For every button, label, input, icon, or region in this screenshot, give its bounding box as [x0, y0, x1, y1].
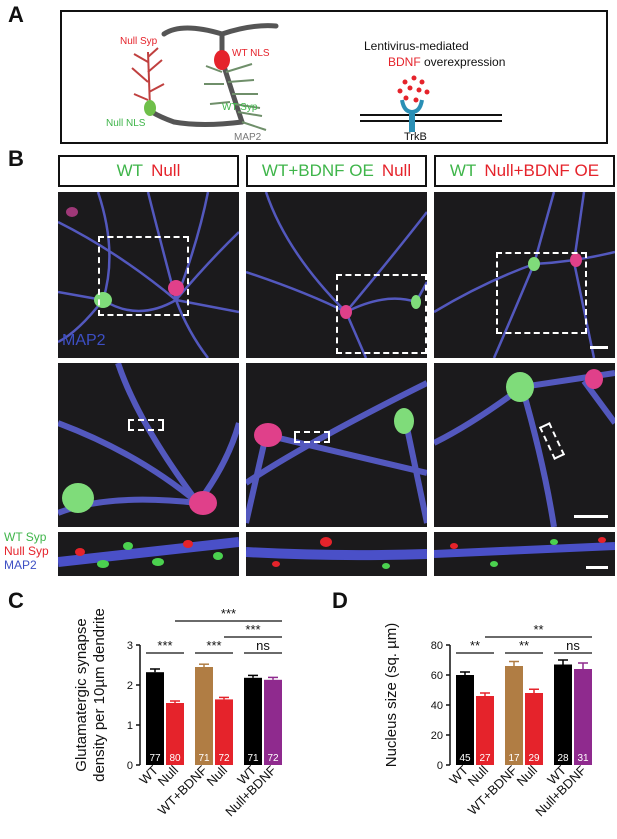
dendrite-strip-col1	[58, 532, 239, 576]
dendrite-strip-col3	[434, 532, 615, 576]
n-label: 28	[557, 753, 569, 764]
significance-label: ***	[245, 622, 260, 637]
n-label: 72	[267, 753, 279, 764]
bar	[244, 677, 262, 765]
lentivirus-label: Lentivirus-mediated	[364, 39, 469, 53]
header-col3-red: Null+BDNF OE	[484, 161, 600, 180]
zoom-box-row1-col3	[496, 252, 587, 334]
header-col2-red: Null	[381, 161, 412, 180]
y-tick-label: 0	[127, 760, 133, 772]
scale-bar-row2	[574, 515, 608, 518]
n-label: 17	[508, 753, 520, 764]
significance-label: **	[470, 638, 480, 653]
micrograph-row2-col3	[434, 363, 615, 527]
schematic-frame: Null Syp WT NLS WT Syp Null NLS MAP2 Len…	[60, 10, 608, 144]
trkb-label: TrkB	[404, 131, 427, 142]
synapse-density-chart: Glutamatergic synapse density per 10µm de…	[73, 606, 282, 819]
panel-label-d: D	[332, 588, 348, 613]
wt-syp-label: WT Syp	[222, 102, 258, 113]
header-col3-green: WT	[449, 161, 477, 180]
y-axis-label: density per 10µm dendrite	[91, 608, 108, 782]
scale-bar-row1	[590, 346, 608, 349]
null-syp-label: Null Syp	[120, 36, 158, 47]
bdnf-overexpression-label: BDNF overexpression	[388, 55, 505, 69]
bar	[476, 696, 494, 765]
zoom-box-row2-col1	[128, 419, 164, 431]
micrograph-row2-col1	[58, 363, 239, 527]
scale-bar-row3	[586, 566, 608, 569]
null-nls-label: Null NLS	[106, 118, 146, 129]
n-label: 71	[247, 753, 259, 764]
bdnf-label: BDNF	[388, 55, 421, 69]
x-tick-label: Null	[514, 762, 541, 789]
header-col1-green: WT	[116, 161, 144, 180]
n-label: 72	[218, 753, 230, 764]
zoom-box-row1-col1	[98, 236, 189, 316]
bar	[264, 679, 282, 765]
map2-micro-label: MAP2	[62, 332, 106, 349]
bar	[456, 675, 474, 765]
bar	[146, 672, 164, 765]
n-label: 80	[169, 753, 181, 764]
bar	[195, 667, 213, 765]
map2-schematic-label: MAP2	[234, 132, 262, 142]
n-label: 29	[528, 753, 540, 764]
y-tick-label: 40	[431, 700, 443, 712]
panel-label-c: C	[8, 588, 24, 613]
header-col2-green: WT+BDNF OE	[261, 161, 374, 180]
y-axis-label: Nucleus size (sq. µm)	[383, 623, 400, 768]
panel-label-b: B	[8, 146, 24, 171]
significance-label: **	[533, 622, 543, 637]
significance-label: ***	[221, 606, 236, 621]
y-tick-label: 1	[127, 720, 133, 732]
y-tick-label: 80	[431, 640, 443, 652]
overexpression-label: overexpression	[421, 55, 506, 69]
bar	[554, 664, 572, 765]
bar	[505, 666, 523, 765]
significance-label: ***	[157, 638, 172, 653]
legend-null-syp: Null Syp	[4, 544, 49, 558]
nucleus-size-chart: Nucleus size (sq. µm) 02040608045WT27Null…	[383, 622, 592, 819]
significance-label: ns	[256, 638, 270, 653]
micrograph-row1-col3	[434, 192, 615, 358]
legend-map2: MAP2	[4, 558, 37, 572]
header-col3: WT Null+BDNF OE	[434, 155, 615, 187]
header-col1-red: Null	[151, 161, 181, 180]
zoom-box-row1-col2	[336, 274, 427, 354]
y-tick-label: 20	[431, 730, 443, 742]
y-axis-label: Glutamatergic synapse	[73, 618, 90, 771]
n-label: 71	[198, 753, 210, 764]
n-label: 77	[149, 753, 161, 764]
y-tick-label: 0	[437, 760, 443, 772]
micrograph-row1-col1: MAP2	[58, 192, 239, 358]
panel-label-a: A	[8, 2, 24, 27]
significance-label: ns	[566, 638, 580, 653]
significance-label: **	[519, 638, 529, 653]
y-tick-label: 60	[431, 670, 443, 682]
y-tick-label: 2	[127, 680, 133, 692]
n-label: 45	[459, 753, 471, 764]
bar	[574, 669, 592, 765]
micrograph-row2-col2	[246, 363, 427, 527]
micrograph-row1-col2	[246, 192, 427, 358]
dendrite-strip-col2	[246, 532, 427, 576]
bar	[215, 699, 233, 765]
n-label: 27	[479, 753, 491, 764]
bar	[525, 693, 543, 765]
header-col2: WT+BDNF OE Null	[246, 155, 427, 187]
header-col1: WT Null	[58, 155, 239, 187]
zoom-box-row2-col2	[294, 431, 330, 443]
n-label: 31	[577, 753, 589, 764]
bar	[166, 703, 184, 765]
significance-label: ***	[206, 638, 221, 653]
legend-wt-syp: WT Syp	[4, 530, 47, 544]
neuron-schematic: Null Syp WT NLS WT Syp Null NLS MAP2 Len…	[106, 23, 505, 142]
x-tick-label: Null	[204, 762, 231, 789]
wt-nls-label: WT NLS	[232, 48, 270, 59]
y-tick-label: 3	[127, 640, 133, 652]
bdnf-dots	[397, 75, 430, 103]
channel-legend: WT Syp Null Syp MAP2	[4, 530, 49, 572]
